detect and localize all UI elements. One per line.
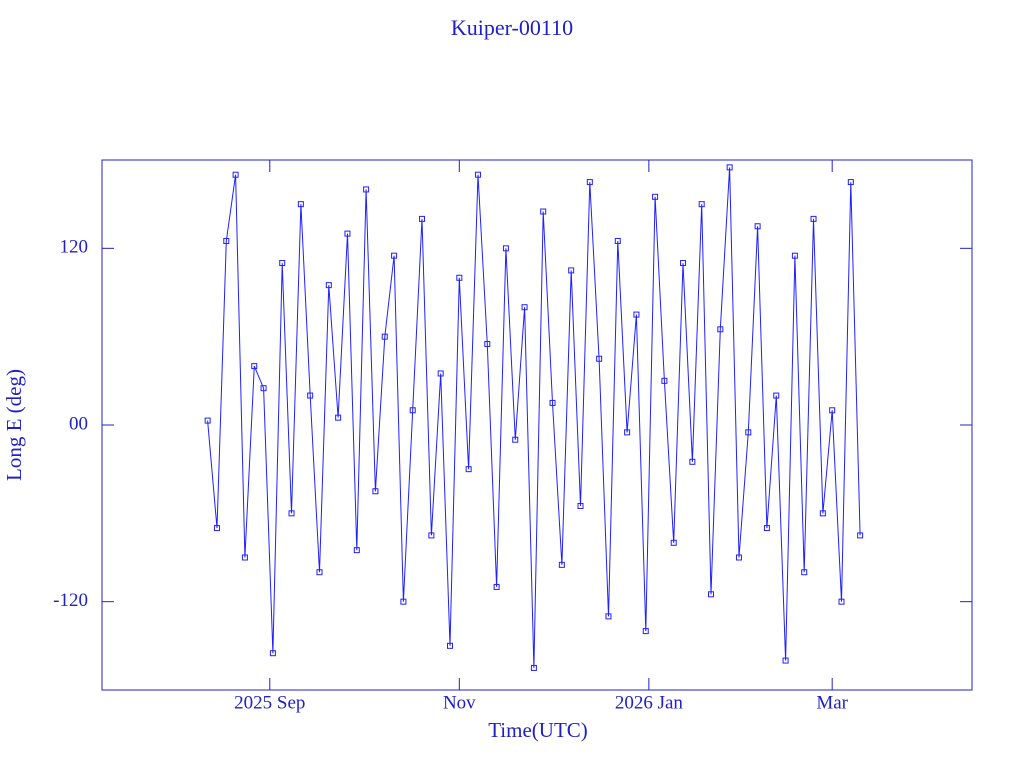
point-marker xyxy=(670,539,677,546)
point-marker xyxy=(232,171,239,178)
point-marker xyxy=(409,407,416,414)
point-marker xyxy=(400,598,407,605)
point-marker xyxy=(763,525,770,532)
point-marker xyxy=(269,650,276,657)
point-marker xyxy=(829,407,836,414)
point-marker xyxy=(456,274,463,281)
point-marker xyxy=(586,179,593,186)
point-marker xyxy=(698,201,705,208)
plot-frame xyxy=(101,159,973,691)
point-marker xyxy=(465,466,472,473)
x-tick-label: 2025 Sep xyxy=(234,692,305,713)
point-marker xyxy=(633,311,640,318)
point-marker xyxy=(381,333,388,340)
point-marker xyxy=(708,591,714,598)
point-marker xyxy=(204,417,211,424)
point-marker xyxy=(558,561,565,568)
point-marker xyxy=(353,547,360,554)
point-marker xyxy=(447,642,453,649)
x-axis-label: Time(UTC) xyxy=(488,718,588,742)
point-marker xyxy=(549,399,556,406)
point-marker xyxy=(801,569,808,576)
y-axis-label: Long E (deg) xyxy=(2,369,26,481)
point-marker xyxy=(838,598,845,605)
point-marker xyxy=(213,525,220,532)
point-marker xyxy=(614,237,621,244)
point-marker xyxy=(428,532,435,539)
point-marker xyxy=(521,304,528,311)
point-marker xyxy=(857,532,864,539)
point-marker xyxy=(493,583,500,590)
point-marker xyxy=(754,223,761,230)
point-marker xyxy=(502,245,509,252)
point-marker xyxy=(642,628,649,635)
point-marker xyxy=(726,164,733,171)
point-marker xyxy=(297,201,304,208)
point-marker xyxy=(335,414,342,421)
point-marker xyxy=(689,458,696,465)
point-marker xyxy=(568,267,575,274)
point-marker xyxy=(325,282,332,289)
y-tick-label: -120 xyxy=(53,590,88,611)
point-marker xyxy=(605,613,612,620)
point-marker xyxy=(680,260,687,267)
point-marker xyxy=(363,186,370,193)
point-marker xyxy=(596,355,603,362)
chart-title: Kuiper-00110 xyxy=(451,15,573,40)
point-marker xyxy=(391,252,398,259)
point-marker xyxy=(847,179,854,186)
point-marker xyxy=(474,171,481,178)
point-marker xyxy=(661,377,668,384)
point-marker xyxy=(241,554,248,561)
point-marker xyxy=(307,392,314,399)
point-marker xyxy=(251,363,258,370)
point-marker xyxy=(419,215,426,222)
point-marker xyxy=(735,554,742,561)
x-tick-label: 2026 Jan xyxy=(615,692,684,713)
point-marker xyxy=(437,370,444,377)
point-marker xyxy=(279,260,286,267)
y-tick-label: 120 xyxy=(60,237,89,258)
point-marker xyxy=(223,237,230,244)
point-marker xyxy=(745,429,752,436)
point-marker xyxy=(773,392,780,399)
point-marker xyxy=(577,502,584,509)
point-marker xyxy=(810,215,817,222)
x-tick-label: Nov xyxy=(443,692,476,713)
point-marker xyxy=(288,510,295,517)
point-marker xyxy=(717,326,724,333)
point-marker xyxy=(484,341,491,348)
point-marker xyxy=(624,429,631,436)
point-marker xyxy=(316,569,323,576)
point-marker xyxy=(652,193,659,200)
point-marker xyxy=(344,230,351,237)
point-marker xyxy=(819,510,826,517)
point-marker xyxy=(372,488,379,495)
series-line xyxy=(207,167,861,668)
point-marker xyxy=(782,657,789,664)
point-marker xyxy=(260,385,267,392)
point-marker xyxy=(512,436,519,443)
point-marker xyxy=(530,664,537,671)
x-tick-label: Mar xyxy=(816,692,848,713)
point-marker xyxy=(540,208,547,215)
y-tick-label: 00 xyxy=(69,413,88,434)
point-marker xyxy=(791,252,798,259)
